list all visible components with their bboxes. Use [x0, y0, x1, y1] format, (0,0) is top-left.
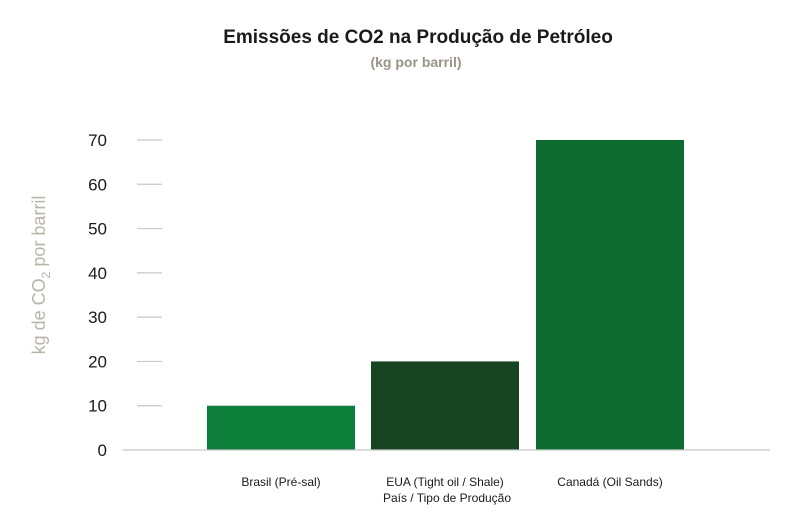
y-axis-label-prefix: kg de CO [29, 278, 49, 354]
chart-subtitle: (kg por barril) [370, 54, 461, 70]
bar [536, 140, 684, 450]
y-axis-label: kg de CO2 por barril [29, 196, 53, 355]
y-tick-label: 0 [98, 441, 107, 460]
y-axis-label-subscript: 2 [39, 271, 53, 278]
category-label: Canadá (Oil Sands) [557, 475, 662, 489]
y-tick-label: 20 [88, 352, 107, 371]
chart-title: Emissões de CO2 na Produção de Petróleo [223, 27, 613, 48]
bars [207, 140, 684, 450]
y-tick-label: 70 [88, 131, 107, 150]
y-tick-label: 30 [88, 308, 107, 327]
y-tick-label: 40 [88, 264, 107, 283]
y-axis-label-suffix: por barril [29, 196, 49, 272]
y-tick-label: 50 [88, 220, 107, 239]
category-labels: Brasil (Pré-sal) EUA (Tight oil / Shale) C… [241, 475, 662, 489]
x-axis-label: País / Tipo de Produção [383, 491, 511, 505]
bar [207, 405, 355, 450]
y-tick-label: 60 [88, 175, 107, 194]
category-label: EUA (Tight oil / Shale) [386, 475, 504, 489]
bar [371, 361, 519, 450]
y-axis-ticks: 0 10 20 30 40 50 60 70 [88, 131, 162, 460]
y-tick-label: 10 [88, 397, 107, 416]
category-label: Brasil (Pré-sal) [241, 475, 320, 489]
